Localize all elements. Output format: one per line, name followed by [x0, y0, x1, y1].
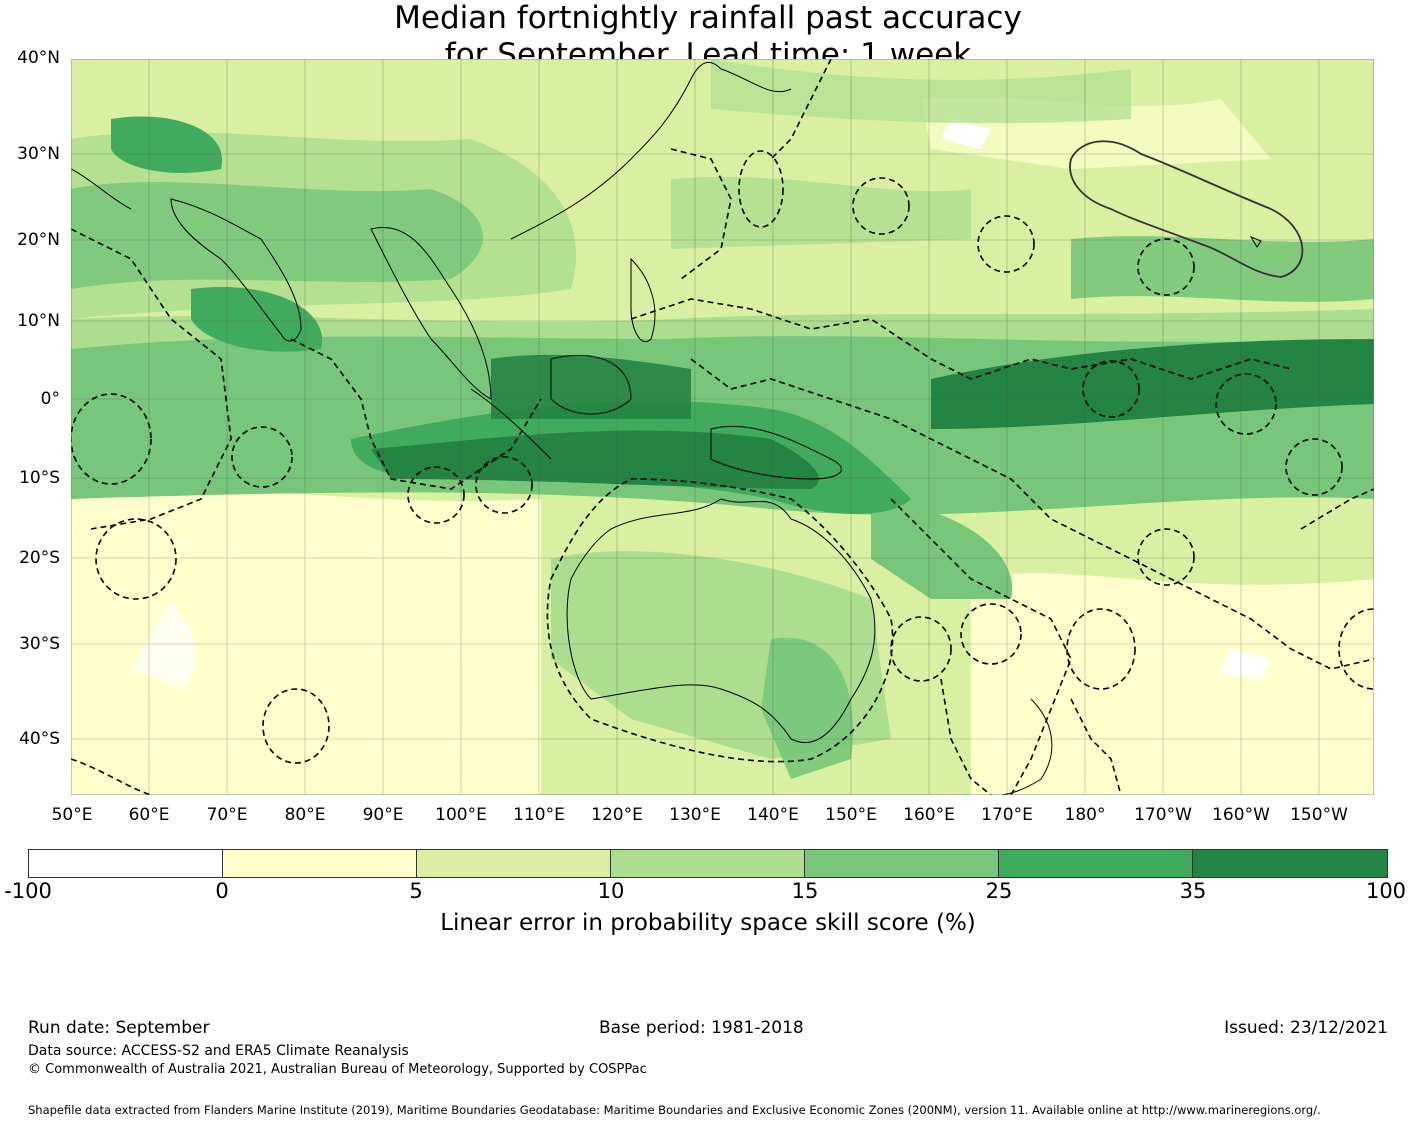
eez-boundary	[670, 148, 732, 280]
eez-boundary	[1066, 608, 1136, 690]
eez-boundary	[1070, 698, 1122, 795]
lon-label-130e: 130°E	[669, 805, 721, 825]
lon-label-60e: 60°E	[128, 805, 170, 825]
eez-boundary	[890, 616, 952, 682]
japan-coast	[720, 68, 792, 93]
eez-boundary	[1137, 238, 1195, 296]
eez-boundary	[1285, 438, 1343, 496]
colorbar-label: Linear error in probability space skill …	[440, 910, 976, 936]
eez-boundary	[407, 466, 465, 524]
eez-boundary	[738, 150, 784, 228]
new-guinea-coast	[710, 425, 842, 480]
lat-label-30s: 30°S	[19, 634, 60, 654]
philippines-coast	[630, 257, 656, 342]
eez-boundary	[290, 338, 542, 490]
eez-boundary	[977, 215, 1035, 273]
colorbar-tick: 100	[1365, 879, 1407, 903]
colorbar-segment	[804, 850, 999, 877]
lon-label-160e: 160°E	[903, 805, 955, 825]
lat-label-30n: 30°N	[17, 144, 60, 164]
colorbar-tick: 10	[597, 879, 625, 903]
sumatra-coast	[470, 388, 552, 460]
lon-label-80e: 80°E	[284, 805, 326, 825]
lon-label-90e: 90°E	[362, 805, 404, 825]
eez-boundary	[690, 358, 1374, 670]
eez-boundary	[1215, 373, 1277, 435]
run-date: Run date: September	[28, 1018, 210, 1038]
lon-label-110e: 110°E	[513, 805, 565, 825]
map-title-line-1: Median fortnightly rainfall past accurac…	[394, 0, 1022, 36]
lon-label-70e: 70°E	[206, 805, 248, 825]
hawaii-boundary	[1069, 140, 1304, 278]
eez-boundary	[630, 298, 1292, 380]
issued-date: Issued: 23/12/2021	[1224, 1018, 1388, 1038]
borneo-coast	[550, 354, 632, 415]
eez-boundary	[71, 228, 232, 530]
map-canvas	[71, 59, 1374, 795]
lon-label-170e: 170°E	[981, 805, 1033, 825]
lon-label-150w: 150°W	[1290, 805, 1348, 825]
lat-label-40s: 40°S	[19, 729, 60, 749]
eez-boundary	[95, 518, 177, 600]
eez-boundary	[262, 688, 330, 764]
lat-label-0: 0°	[40, 389, 60, 409]
eez-boundary	[1082, 360, 1140, 418]
australia-coast	[566, 498, 876, 744]
colorbar-segment	[610, 850, 805, 877]
graticule-lines	[71, 59, 1374, 795]
arabia-coast	[71, 168, 132, 210]
colorbar-tick: 0	[215, 879, 229, 903]
skill-score-map	[71, 59, 1374, 795]
colorbar-tick: -100	[4, 879, 52, 903]
eez-boundaries	[71, 59, 1374, 795]
hawaii-islands	[1249, 235, 1262, 248]
eez-boundary	[890, 498, 1072, 795]
eez-boundary	[770, 59, 832, 160]
china-coast	[510, 61, 722, 240]
lat-label-20n: 20°N	[17, 230, 60, 250]
eez-boundary	[71, 393, 152, 485]
shapefile-credit: Shapefile data extracted from Flanders M…	[28, 1103, 1321, 1117]
data-source: Data source: ACCESS-S2 and ERA5 Climate …	[28, 1043, 409, 1059]
eez-boundary	[1137, 528, 1195, 586]
eez-boundary	[1300, 488, 1374, 530]
lat-label-40n: 40°N	[17, 48, 60, 68]
eez-boundary	[960, 603, 1022, 665]
lon-label-170w: 170°W	[1134, 805, 1192, 825]
eez-boundary	[852, 177, 910, 235]
low-skill-regions	[71, 96, 1374, 795]
lon-label-100e: 100°E	[435, 805, 487, 825]
lon-label-160w: 160°W	[1212, 805, 1270, 825]
southeast-asia-coast	[370, 227, 492, 400]
lat-label-10n: 10°N	[17, 311, 60, 331]
high-skill-regions	[351, 339, 1374, 514]
eez-boundary	[231, 426, 293, 488]
lon-label-120e: 120°E	[591, 805, 643, 825]
colorbar	[28, 849, 1388, 878]
lat-label-10s: 10°S	[19, 468, 60, 488]
colorbar-segment	[1192, 850, 1387, 877]
colorbar-tick: 25	[985, 879, 1013, 903]
colorbar-segment	[29, 850, 223, 877]
base-period: Base period: 1981-2018	[599, 1018, 804, 1038]
lat-label-20s: 20°S	[19, 548, 60, 568]
eez-boundary	[71, 758, 152, 795]
copyright-notice: © Commonwealth of Australia 2021, Austra…	[28, 1062, 647, 1077]
colorbar-segment	[416, 850, 611, 877]
eez-boundary	[940, 678, 992, 795]
colorbar-segment	[998, 850, 1193, 877]
lon-label-50e: 50°E	[51, 805, 93, 825]
lon-label-150e: 150°E	[825, 805, 877, 825]
colorbar-tick: 35	[1179, 879, 1207, 903]
eez-boundary	[475, 456, 533, 514]
lon-label-140e: 140°E	[747, 805, 799, 825]
lon-label-180: 180°	[1064, 805, 1106, 825]
colorbar-tick: 15	[791, 879, 819, 903]
colorbar-tick: 5	[409, 879, 423, 903]
colorbar-segment	[222, 850, 417, 877]
